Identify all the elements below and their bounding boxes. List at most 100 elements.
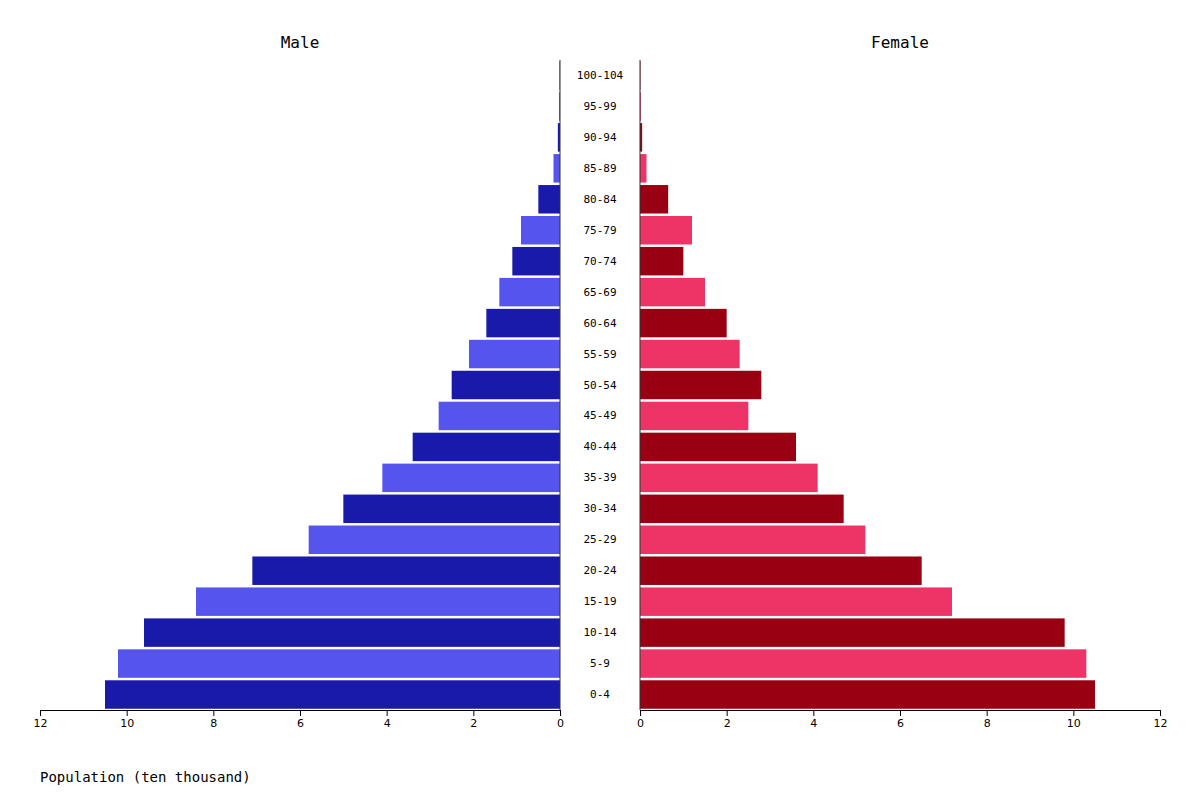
tick-mark	[640, 710, 641, 716]
tick: 0	[637, 710, 644, 730]
tick-label: 2	[724, 717, 731, 730]
category-label: 65-69	[583, 286, 616, 299]
bar	[343, 495, 560, 523]
tick: 6	[297, 710, 304, 730]
bar	[640, 247, 683, 275]
tick: 2	[724, 710, 731, 730]
bar	[469, 340, 560, 368]
bars	[105, 61, 560, 709]
category-labels: 0-4 5-9 10-14 15-19 20-24 25-29 30-34 35-39 40-4…	[577, 69, 624, 701]
tick-label: 4	[810, 717, 817, 730]
category-label: 15-19	[583, 595, 616, 608]
tick-label: 12	[34, 717, 48, 730]
tick-label: 6	[897, 717, 904, 730]
tick: 2	[470, 710, 477, 730]
category-label: 80-84	[583, 193, 616, 206]
category-label: 30-34	[583, 502, 616, 515]
bar	[452, 371, 560, 399]
tick: 6	[897, 710, 904, 730]
tick-mark	[813, 710, 814, 716]
bar	[521, 216, 560, 244]
tick-label: 10	[1067, 717, 1081, 730]
tick-mark	[987, 710, 988, 716]
tick: 12	[34, 710, 48, 730]
bar	[512, 247, 560, 275]
bar	[439, 402, 560, 430]
category-label: 0-4	[590, 688, 610, 701]
zero-line	[560, 60, 561, 710]
bar	[554, 154, 561, 182]
category-label: 10-14	[583, 626, 616, 639]
tick-mark	[473, 710, 474, 716]
bar	[252, 556, 560, 584]
bar	[105, 680, 560, 708]
bar	[118, 649, 560, 677]
x-axis: 12 10 8 6 4 2 0	[34, 710, 565, 730]
tick-mark	[387, 710, 388, 716]
category-label: 70-74	[583, 255, 616, 268]
bar	[144, 618, 560, 646]
tick-label: 0	[557, 717, 564, 730]
bar	[640, 495, 844, 523]
category-label: 75-79	[583, 224, 616, 237]
category-label: 5-9	[590, 657, 610, 670]
bar	[640, 185, 668, 213]
chart: 12 10 8 6 4 2 0 Male Population (ten thousand) 0 2…	[0, 0, 1200, 800]
tick-mark	[1160, 710, 1161, 716]
tick-mark	[127, 710, 128, 716]
tick: 12	[1154, 710, 1168, 730]
bar	[640, 649, 1086, 677]
tick: 8	[210, 710, 217, 730]
bar	[640, 402, 748, 430]
tick: 4	[384, 710, 391, 730]
bar	[196, 587, 560, 615]
tick: 4	[810, 710, 817, 730]
x-axis-label: Population (ten thousand)	[40, 769, 251, 785]
bar	[640, 464, 818, 492]
bar	[538, 185, 560, 213]
category-label: 20-24	[583, 564, 616, 577]
bars	[640, 61, 1095, 709]
bar	[486, 309, 560, 337]
category-label: 95-99	[583, 100, 616, 113]
bar	[499, 278, 560, 306]
tick-label: 6	[297, 717, 304, 730]
tick: 8	[984, 710, 991, 730]
bar	[640, 340, 740, 368]
category-label: 50-54	[583, 379, 616, 392]
panel: 0 2 4 6 8 10 12	[637, 60, 1168, 730]
bar	[309, 526, 560, 554]
bar	[640, 618, 1065, 646]
tick-mark	[727, 710, 728, 716]
bar	[640, 309, 727, 337]
tick-label: 8	[210, 717, 217, 730]
tick-label: 12	[1154, 717, 1168, 730]
tick: 10	[1067, 710, 1081, 730]
category-label: 55-59	[583, 348, 616, 361]
bar	[640, 216, 692, 244]
tick-mark	[1073, 710, 1074, 716]
axis-line	[41, 711, 561, 717]
category-label: 40-44	[583, 440, 616, 453]
category-label: 35-39	[583, 471, 616, 484]
bar	[640, 556, 922, 584]
tick-label: 4	[384, 717, 391, 730]
panel-title: Male	[281, 33, 320, 52]
bar	[640, 371, 761, 399]
tick: 0	[557, 710, 564, 730]
tick-mark	[213, 710, 214, 716]
bar	[640, 433, 796, 461]
panel-title: Female	[871, 33, 929, 52]
tick-label: 10	[120, 717, 134, 730]
tick-mark	[40, 710, 41, 716]
x-axis: 0 2 4 6 8 10 12	[637, 710, 1168, 730]
bar	[640, 587, 952, 615]
category-label: 60-64	[583, 317, 616, 330]
panel: 12 10 8 6 4 2 0	[34, 60, 565, 730]
bar	[640, 526, 865, 554]
zero-line	[640, 60, 641, 710]
category-label: 25-29	[583, 533, 616, 546]
category-label: 45-49	[583, 409, 616, 422]
bar	[413, 433, 560, 461]
category-label: 85-89	[583, 162, 616, 175]
